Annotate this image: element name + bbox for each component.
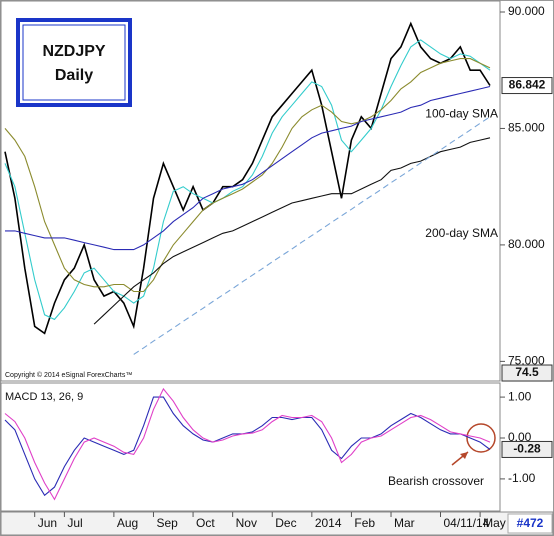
x-tick-label: Jun — [38, 516, 57, 530]
x-tick-label: Nov — [236, 516, 257, 530]
series-line — [4, 58, 491, 293]
series-line — [4, 39, 491, 321]
series-line — [4, 396, 491, 497]
value-label: 86.842 — [509, 78, 546, 92]
x-tick-label: 2014 — [315, 516, 342, 530]
corner-box — [507, 513, 553, 534]
chart-subtitle: Daily — [55, 67, 93, 84]
x-tick-label: Feb — [354, 516, 375, 530]
value-label: 74.5 — [515, 365, 539, 379]
x-axis-strip — [0, 511, 554, 536]
x-tick-label: Aug — [117, 516, 138, 530]
title-box: NZDJPY Daily — [16, 18, 132, 107]
y-tick-label: 1.00 — [508, 389, 532, 403]
corner-label: #472 — [517, 516, 544, 530]
macd-panel — [0, 382, 501, 512]
highlight-circle — [466, 423, 496, 453]
x-tick-label: 04/11/14 — [444, 516, 490, 530]
x-tick-label: May — [483, 516, 506, 530]
arrow-head — [460, 452, 468, 459]
x-tick-label: Jul — [67, 516, 82, 530]
y-tick-label: 85.000 — [508, 121, 545, 135]
macd-title: MACD 13, 26, 9 — [5, 391, 83, 403]
x-tick-label: Sep — [156, 516, 178, 530]
chart-title: NZDJPY — [42, 43, 105, 60]
series-line — [133, 116, 491, 355]
value-box — [501, 77, 553, 95]
series-line — [4, 21, 491, 335]
annotation: Bearish crossover — [388, 474, 484, 488]
value-box — [501, 440, 553, 458]
x-tick-label: Dec — [275, 516, 296, 530]
y-tick-label: 75.000 — [508, 354, 545, 368]
y-tick-label: 80.000 — [508, 237, 545, 251]
copyright-note: Copyright © 2014 eSignal ForexCharts™ — [5, 371, 132, 379]
series-line — [4, 387, 491, 501]
title-frame-inner — [22, 24, 126, 101]
series-label: 200-day SMA — [425, 226, 498, 240]
y-tick-label: 0.00 — [508, 430, 532, 444]
series-line — [5, 85, 491, 251]
series-label: 100-day SMA — [425, 107, 498, 121]
value-label: -0.28 — [513, 442, 541, 456]
value-box — [501, 364, 553, 382]
series-line — [93, 137, 491, 325]
y-tick-label: 90.000 — [508, 4, 545, 18]
x-tick-label: Oct — [196, 516, 215, 530]
x-tick-label: Mar — [394, 516, 415, 530]
title-frame — [16, 18, 132, 107]
y-tick-label: -1.00 — [508, 471, 536, 485]
